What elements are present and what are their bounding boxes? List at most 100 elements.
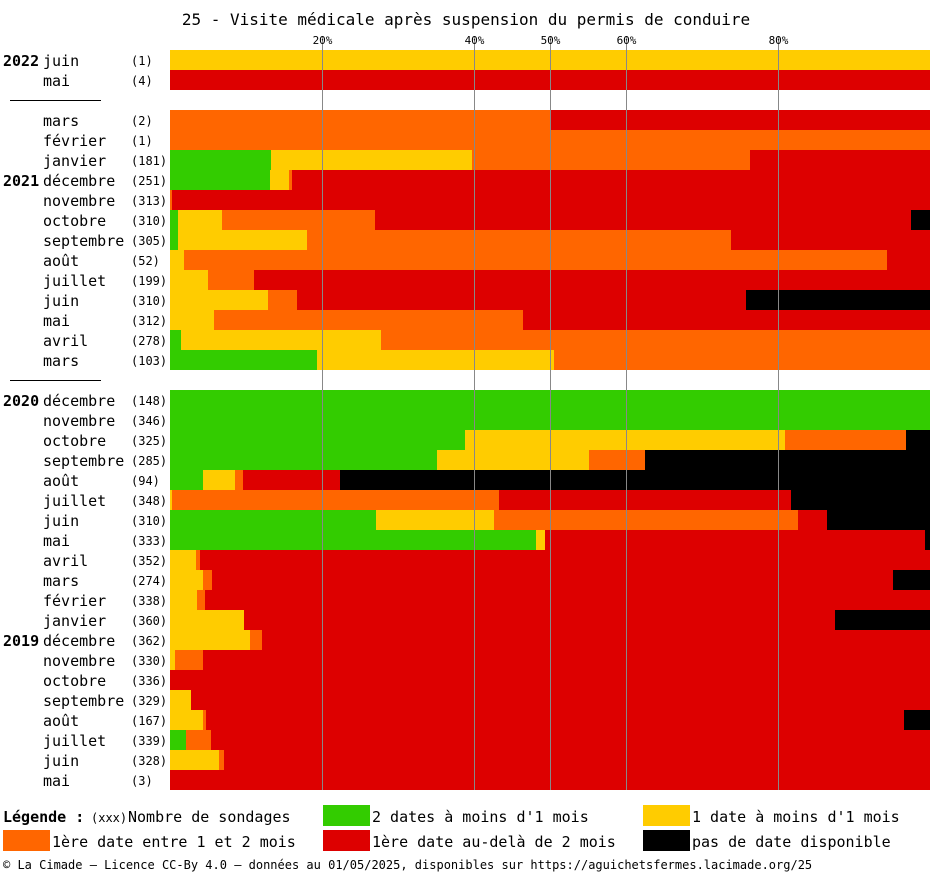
bar-segment-entre_1_2 [186,730,211,750]
survey-count-label: (329) [131,694,167,708]
bar-segment-entre_1_2 [196,550,200,570]
survey-count-label: (325) [131,434,167,448]
bar-segment-entre_1_2 [208,270,254,290]
year-label: 2021 [3,172,39,190]
bar-segment-aucune [746,290,930,310]
footer-credit: © La Cimade – Licence CC-By 4.0 – donnée… [3,858,812,872]
bar-segment-deux_dates [170,350,317,370]
bar-segment-au_dela_2 [545,530,925,550]
legend-swatch-au_dela_2 [323,830,370,851]
bar-segment-une_date [170,630,250,650]
bar-segment-une_date [170,650,175,670]
bar-segment-une_date [376,510,494,530]
bar-segment-au_dela_2 [211,730,930,750]
bar-segment-entre_1_2 [250,630,262,650]
section-separators [10,100,101,381]
bar-segment-deux_dates [170,170,270,190]
bar-segment-au_dela_2 [887,250,930,270]
month-label: mars [43,572,79,590]
month-label: septembre [43,692,124,710]
survey-count-label: (181) [131,154,167,168]
bar-segment-une_date [170,710,203,730]
row-labels: 2022 juin (1)mai (4)mars (2)février (1)janvie… [3,52,167,790]
survey-count-label: (1) [131,54,153,68]
bar-segment-deux_dates [170,510,376,530]
year-label: 2019 [3,632,39,650]
year-label: 2022 [3,52,39,70]
month-label: mai [43,72,70,90]
legend-count-token: (xxx) [91,811,127,825]
x-tick-label: 50% [541,34,561,47]
legend-swatch-aucune [643,830,690,851]
legend-label-aucune: pas de date disponible [692,833,891,851]
survey-count-label: (305) [131,234,167,248]
bar-segment-entre_1_2 [170,110,550,130]
bar-segment-au_dela_2 [206,710,904,730]
bar-segment-deux_dates [170,530,536,550]
bar-segment-une_date [270,170,289,190]
month-label: mai [43,772,70,790]
bar-segment-entre_1_2 [170,190,172,210]
bar-segment-au_dela_2 [205,590,930,610]
month-label: février [43,592,106,610]
bar-segment-entre_1_2 [172,490,499,510]
bar-segment-une_date [465,430,785,450]
survey-count-label: (330) [131,654,167,668]
bar-segment-entre_1_2 [494,510,798,530]
survey-count-label: (312) [131,314,167,328]
survey-count-label: (274) [131,574,167,588]
survey-count-label: (328) [131,754,167,768]
bar-segment-deux_dates [170,470,203,490]
bar-segment-une_date [170,610,244,630]
year-label: 2020 [3,392,39,410]
month-label: novembre [43,192,115,210]
bar-segment-aucune [645,450,930,470]
bar-segment-une_date [170,690,191,710]
bar-segment-une_date [181,330,381,350]
survey-count-label: (1) [131,134,153,148]
bar-segment-une_date [170,750,219,770]
bar-segment-une_date [170,490,172,510]
bar-segment-au_dela_2 [191,690,930,710]
bar-segment-au_dela_2 [297,290,746,310]
bar-segment-au_dela_2 [262,630,930,650]
survey-count-label: (278) [131,334,167,348]
month-label: juin [43,752,79,770]
month-label: juillet [43,492,106,510]
month-label: septembre [43,452,124,470]
bar-segment-deux_dates [170,430,465,450]
legend-label-une_date: 1 date à moins d'1 mois [692,808,900,826]
month-label: décembre [43,632,115,650]
bar-segment-au_dela_2 [200,550,930,570]
bar-segment-aucune [340,470,930,490]
month-label: novembre [43,412,115,430]
legend: Légende : (xxx) Nombre de sondages 2 dat… [3,805,900,851]
month-label: juin [43,52,79,70]
month-label: juillet [43,732,106,750]
month-label: août [43,252,79,270]
survey-count-label: (199) [131,274,167,288]
survey-count-label: (251) [131,174,167,188]
survey-count-label: (310) [131,514,167,528]
x-tick-label: 80% [769,34,789,47]
bar-segment-au_dela_2 [203,650,930,670]
bar-segment-aucune [835,610,930,630]
bar-segment-entre_1_2 [219,750,224,770]
bar-segment-deux_dates [170,230,178,250]
bar-segment-au_dela_2 [550,110,930,130]
survey-count-label: (346) [131,414,167,428]
bar-segment-deux_dates [170,150,271,170]
month-label: octobre [43,672,106,690]
bar-segment-une_date [170,590,197,610]
bar-segment-au_dela_2 [798,510,827,530]
bar-segment-aucune [911,210,930,230]
bar-segment-au_dela_2 [375,210,911,230]
survey-count-label: (148) [131,394,167,408]
legend-count-label: Nombre de sondages [128,808,291,826]
bar-segment-entre_1_2 [203,570,212,590]
bar-segment-entre_1_2 [381,330,930,350]
month-label: février [43,132,106,150]
bar-segment-entre_1_2 [222,210,375,230]
survey-count-label: (2) [131,114,153,128]
